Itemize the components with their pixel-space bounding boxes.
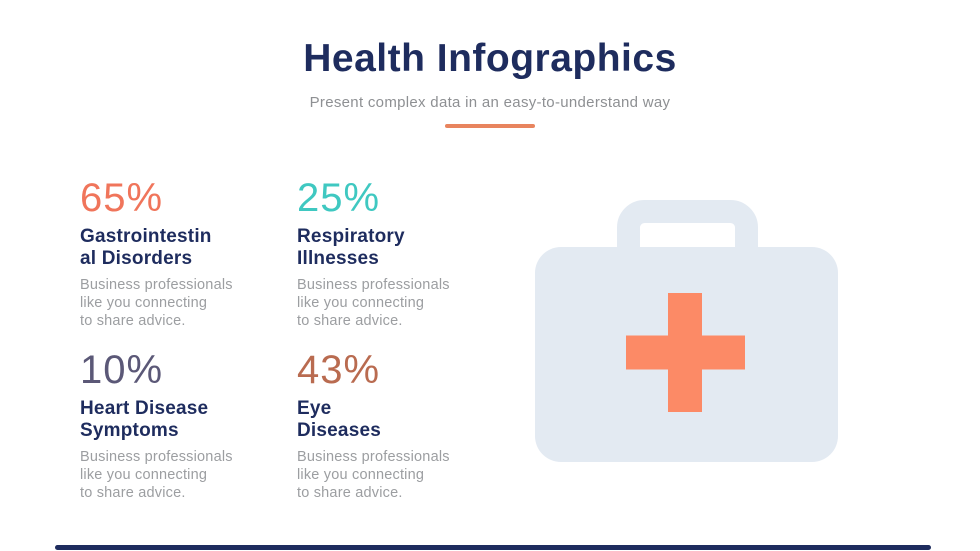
stat-title-line: Respiratory <box>297 226 405 247</box>
stat-desc-line: like you connecting <box>80 295 208 311</box>
stat-value: 10% <box>80 348 164 392</box>
stat-heart-disease-symptoms: 10% Heart Disease Symptoms Business prof… <box>80 348 295 502</box>
stat-title-line: Symptoms <box>80 420 179 441</box>
stat-desc-line: to share advice. <box>80 485 186 501</box>
stat-desc-line: to share advice. <box>297 313 403 329</box>
stat-desc-line: Business professionals <box>297 277 450 293</box>
stat-title: Heart Disease Symptoms <box>80 398 295 442</box>
stat-value: 65% <box>80 176 164 220</box>
stat-title-line: Illnesses <box>297 248 380 269</box>
stat-desc-line: like you connecting <box>80 467 208 483</box>
stat-desc-line: Business professionals <box>297 449 450 465</box>
header: Health Infographics Present complex data… <box>0 36 980 128</box>
page-subtitle: Present complex data in an easy-to-under… <box>309 94 671 111</box>
stat-title-line: al Disorders <box>80 248 193 269</box>
stat-title: Gastrointestin al Disorders <box>80 226 295 270</box>
stat-title-line: Diseases <box>297 420 382 441</box>
stat-title-line: Eye <box>297 398 332 419</box>
page-title: Health Infographics <box>303 37 677 80</box>
footer-accent-bar <box>55 545 931 550</box>
medical-cross-icon <box>626 293 745 412</box>
stat-value: 43% <box>297 348 381 392</box>
stat-desc-line: Business professionals <box>80 449 233 465</box>
stat-desc-line: like you connecting <box>297 295 425 311</box>
stat-desc-line: Business professionals <box>80 277 233 293</box>
stat-desc-line: like you connecting <box>297 467 425 483</box>
stat-title: Respiratory Illnesses <box>297 226 512 270</box>
title-divider <box>445 124 535 128</box>
stat-desc-line: to share advice. <box>80 313 186 329</box>
stat-desc-line: to share advice. <box>297 485 403 501</box>
stat-value: 25% <box>297 176 381 220</box>
stat-title-line: Heart Disease <box>80 398 209 419</box>
first-aid-kit-icon <box>535 200 838 462</box>
stat-description: Business professionals like you connecti… <box>297 448 512 502</box>
stat-description: Business professionals like you connecti… <box>80 276 295 330</box>
stat-respiratory-illnesses: 25% Respiratory Illnesses Business profe… <box>297 176 512 330</box>
stat-eye-diseases: 43% Eye Diseases Business professionals … <box>297 348 512 502</box>
stat-title-line: Gastrointestin <box>80 226 212 247</box>
stat-title: Eye Diseases <box>297 398 512 442</box>
stat-gastrointestinal-disorders: 65% Gastrointestin al Disorders Business… <box>80 176 295 330</box>
stat-description: Business professionals like you connecti… <box>297 276 512 330</box>
stat-description: Business professionals like you connecti… <box>80 448 295 502</box>
